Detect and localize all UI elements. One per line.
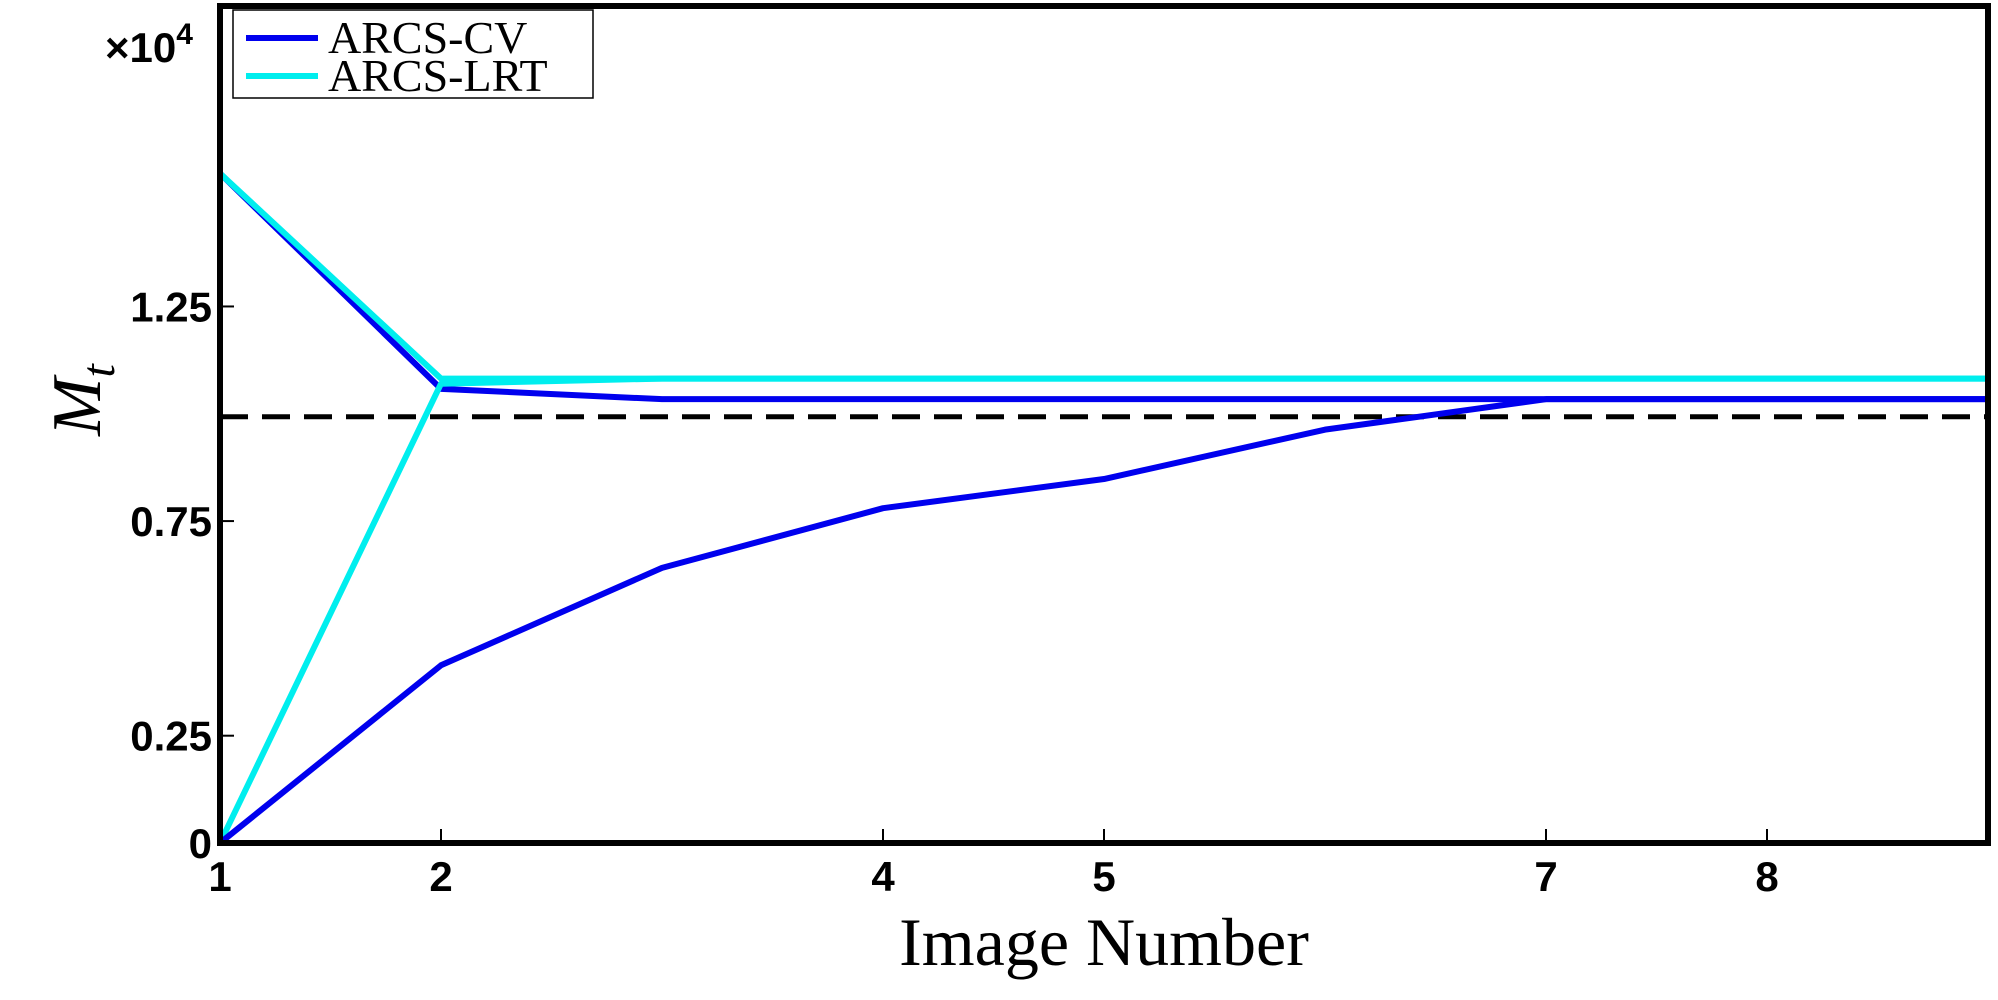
y-multiplier: ×104 bbox=[105, 18, 193, 71]
series-line bbox=[217, 375, 1988, 845]
y-tick-label: 1.25 bbox=[130, 283, 212, 330]
y-axis-label: Mt bbox=[39, 363, 125, 437]
series-line bbox=[218, 396, 1988, 846]
legend-label: ARCS-CV bbox=[328, 12, 527, 63]
y-label-main: M bbox=[39, 374, 116, 437]
x-tick-label: 5 bbox=[1092, 853, 1115, 900]
legend-box bbox=[232, 9, 594, 99]
y-tick-label: 0.75 bbox=[130, 498, 212, 545]
plot-frame bbox=[217, 3, 1991, 846]
multiplier-exponent: 4 bbox=[176, 18, 193, 51]
series-line bbox=[217, 171, 1988, 403]
series-line bbox=[217, 171, 1988, 382]
x-axis-label: Image Number bbox=[899, 904, 1309, 980]
x-tick-label: 8 bbox=[1755, 853, 1778, 900]
y-label-subscript: t bbox=[72, 363, 125, 378]
legend-label: ARCS-LRT bbox=[328, 50, 548, 101]
x-tick-label: 2 bbox=[429, 853, 452, 900]
x-tick-label: 7 bbox=[1534, 853, 1557, 900]
x-tick-label: 4 bbox=[871, 853, 895, 900]
y-tick-label: 0.25 bbox=[130, 713, 212, 760]
y-tick-label: 0 bbox=[189, 820, 212, 867]
multiplier-base: ×10 bbox=[105, 24, 176, 71]
x-tick-label: 1 bbox=[208, 853, 231, 900]
